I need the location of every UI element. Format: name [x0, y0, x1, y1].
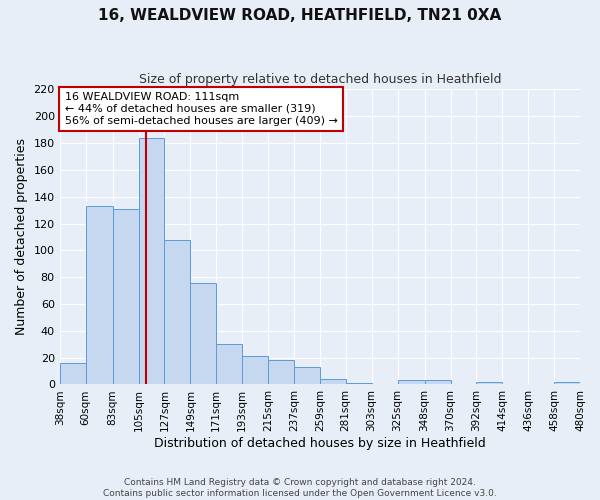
Bar	[59, 363, 86, 384]
Title: Size of property relative to detached houses in Heathfield: Size of property relative to detached ho…	[139, 72, 501, 86]
Bar	[425, 380, 451, 384]
Bar	[190, 282, 216, 384]
Bar	[294, 367, 320, 384]
Bar	[554, 382, 580, 384]
Bar	[242, 356, 268, 384]
Bar	[320, 379, 346, 384]
Bar	[113, 209, 139, 384]
Bar	[346, 383, 371, 384]
X-axis label: Distribution of detached houses by size in Heathfield: Distribution of detached houses by size …	[154, 437, 486, 450]
Bar	[268, 360, 294, 384]
Bar	[86, 206, 113, 384]
Bar	[216, 344, 242, 385]
Bar	[476, 382, 502, 384]
Text: 16, WEALDVIEW ROAD, HEATHFIELD, TN21 0XA: 16, WEALDVIEW ROAD, HEATHFIELD, TN21 0XA	[98, 8, 502, 22]
Bar	[164, 240, 190, 384]
Text: Contains HM Land Registry data © Crown copyright and database right 2024.
Contai: Contains HM Land Registry data © Crown c…	[103, 478, 497, 498]
Y-axis label: Number of detached properties: Number of detached properties	[15, 138, 28, 336]
Bar	[139, 138, 164, 384]
Text: 16 WEALDVIEW ROAD: 111sqm
← 44% of detached houses are smaller (319)
56% of semi: 16 WEALDVIEW ROAD: 111sqm ← 44% of detac…	[65, 92, 338, 126]
Bar	[398, 380, 425, 384]
